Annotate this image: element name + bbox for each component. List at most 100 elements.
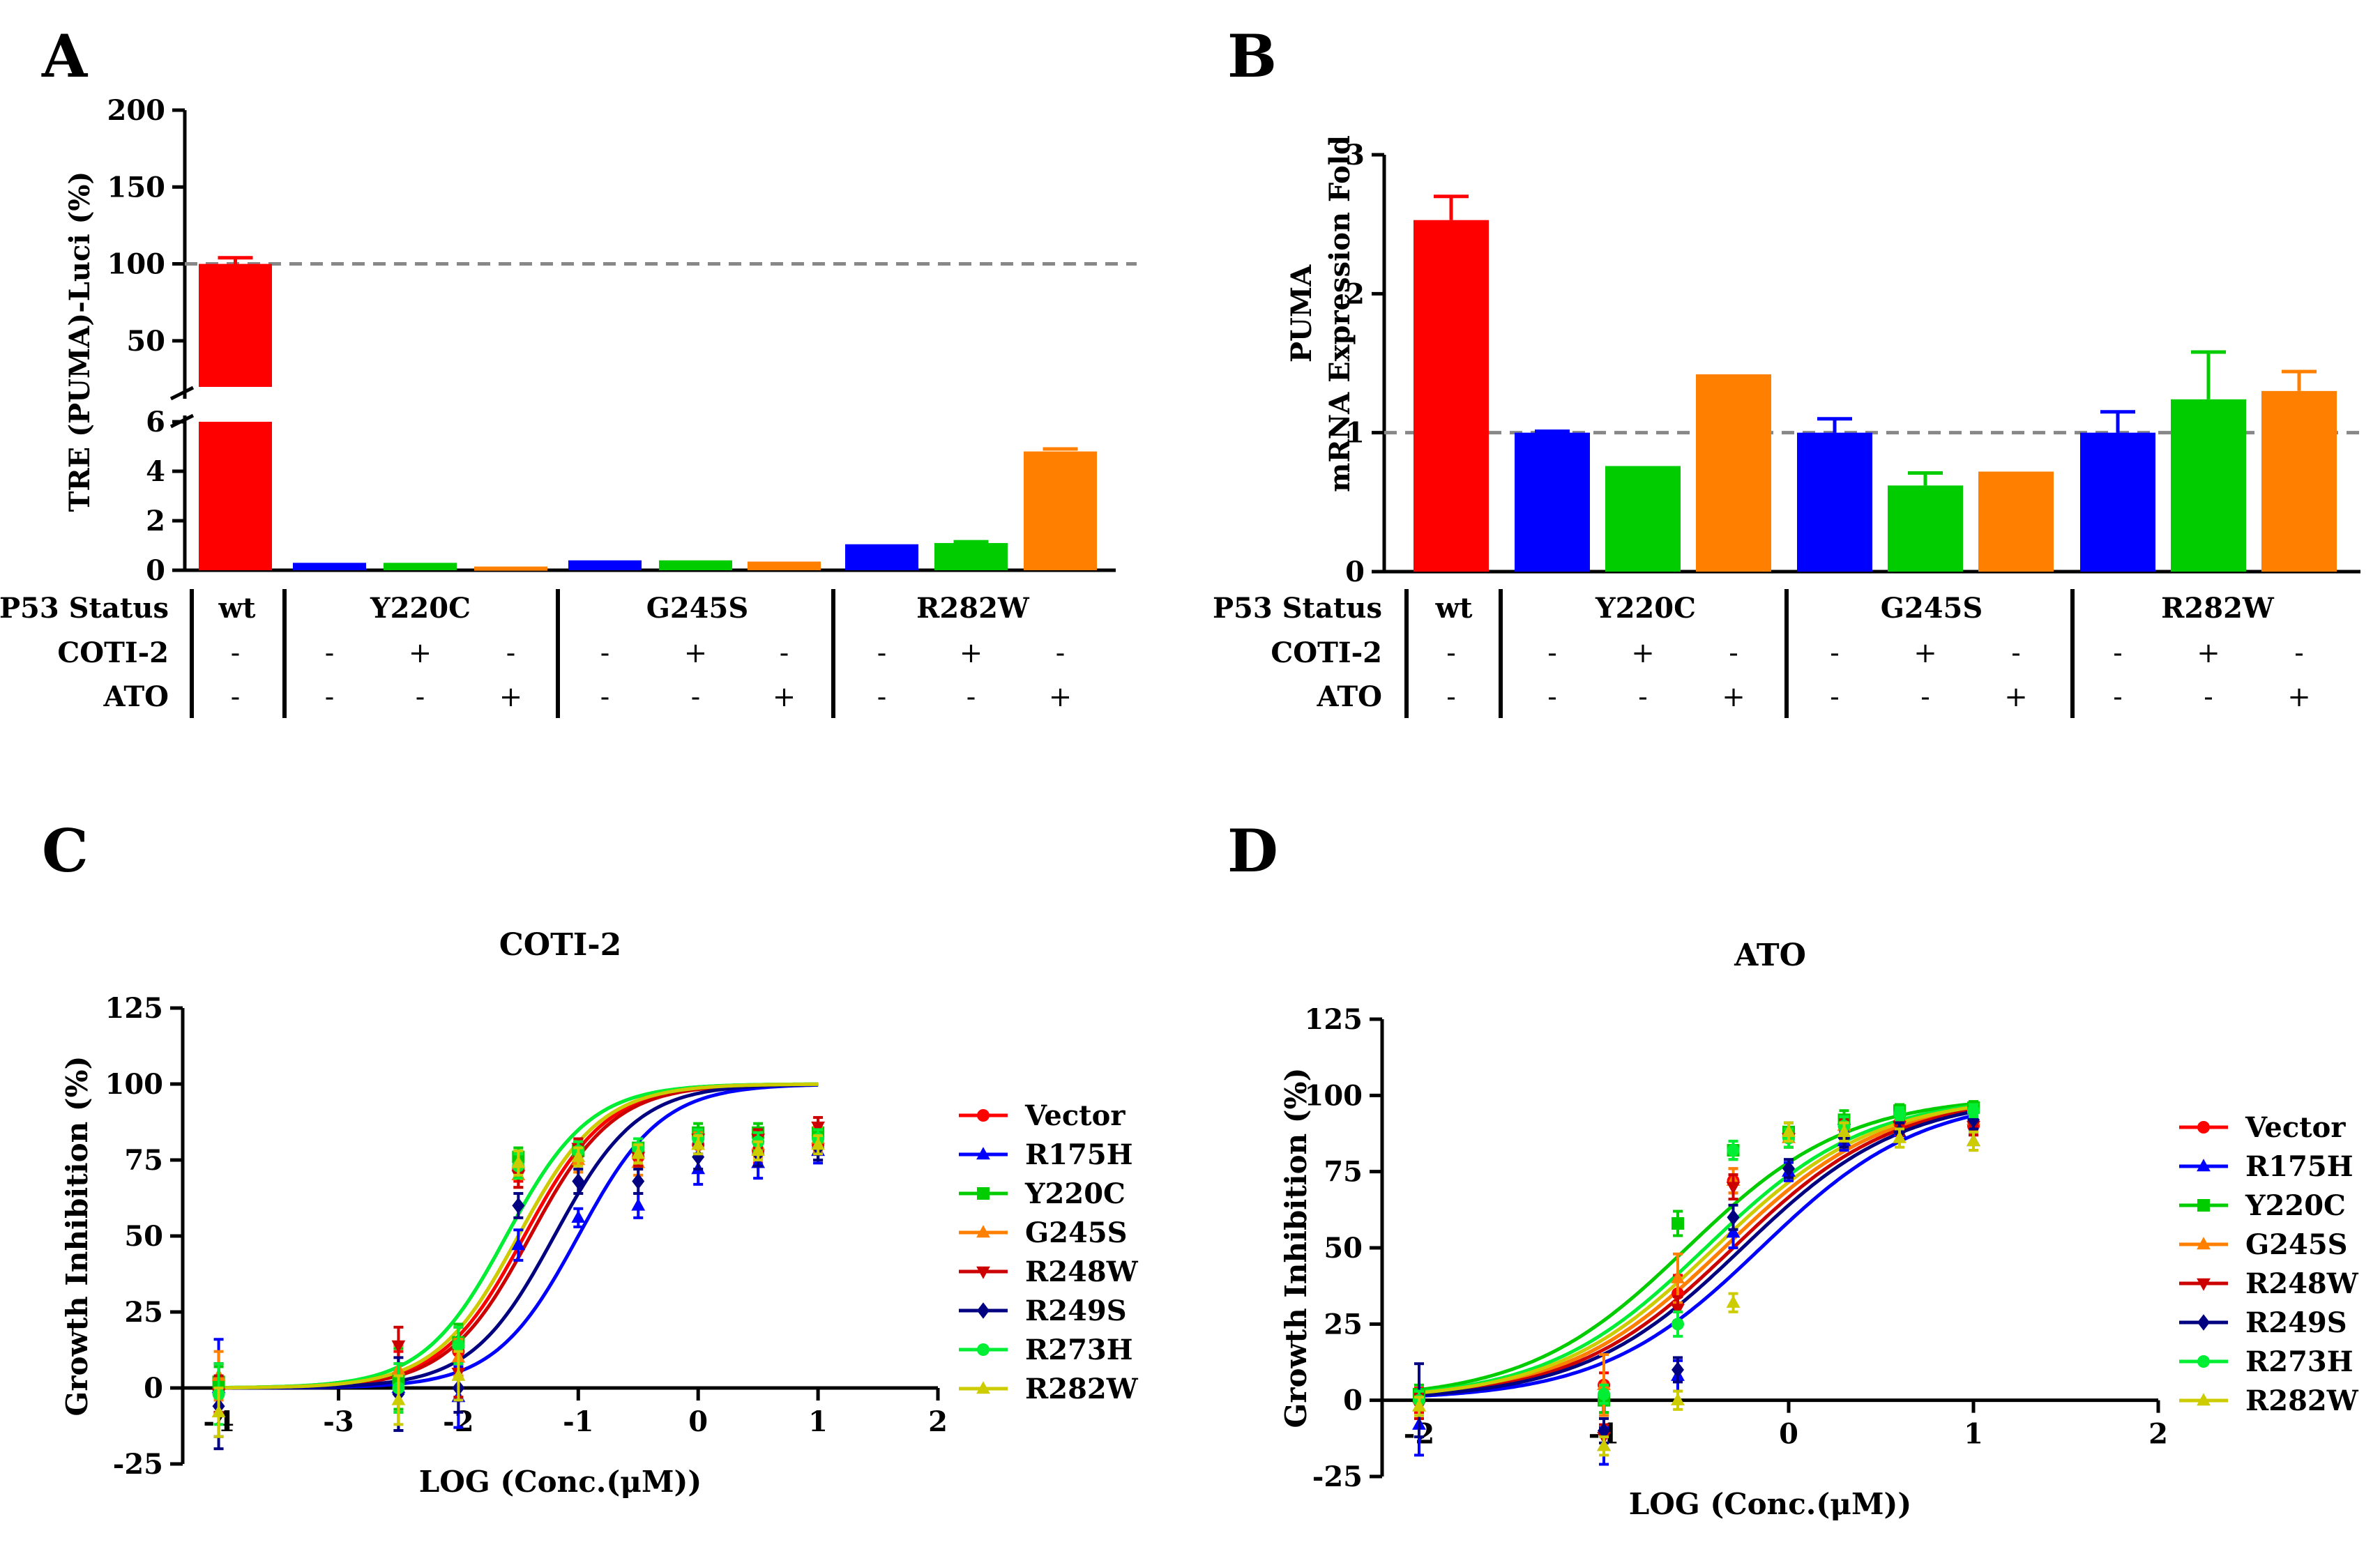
- data-point: [1893, 1130, 1907, 1143]
- y-tick-label: 0: [1343, 1384, 1363, 1417]
- data-point: [511, 1237, 526, 1251]
- data-point: [451, 1368, 466, 1381]
- legend-marker: [2197, 1199, 2210, 1212]
- ato-sign: -: [231, 681, 241, 713]
- bar: [1515, 432, 1590, 572]
- bar: [659, 560, 732, 570]
- bar: [934, 542, 1008, 570]
- row-label: COTI-2: [57, 636, 169, 669]
- ato-sign: -: [600, 681, 610, 713]
- group-label: G245S: [1881, 592, 1983, 625]
- bar: [2080, 432, 2155, 572]
- x-tick-label: -3: [323, 1405, 354, 1438]
- data-point: [1597, 1438, 1611, 1451]
- panel-letter-C: C: [42, 816, 89, 885]
- ato-sign: +: [2287, 681, 2311, 713]
- fit-curve: [1418, 1104, 1974, 1394]
- data-point: [571, 1210, 586, 1223]
- ato-sign: -: [877, 681, 887, 713]
- bar: [1888, 485, 1963, 572]
- ato-sign: -: [1638, 681, 1648, 713]
- coti2-sign: -: [1830, 637, 1840, 669]
- coti2-sign: +: [409, 637, 432, 669]
- fit-curve: [1418, 1110, 1974, 1397]
- bar: [199, 264, 272, 387]
- data-point: [571, 1149, 586, 1162]
- fit-curve: [1418, 1106, 1974, 1396]
- legend-label: R249S: [1025, 1295, 1127, 1327]
- data-point: [1598, 1387, 1610, 1401]
- data-point: [452, 1338, 465, 1352]
- y-tick-label: 75: [124, 1144, 163, 1177]
- group-label: R282W: [916, 592, 1030, 625]
- y-tick-label: 25: [1324, 1308, 1363, 1341]
- panel-letter-D: D: [1227, 816, 1278, 885]
- group-label: G245S: [646, 592, 749, 625]
- bar: [199, 422, 272, 570]
- ato-sign: +: [773, 681, 796, 713]
- x-tick-label: 1: [1964, 1418, 1983, 1451]
- fit-curve: [1418, 1105, 1974, 1395]
- legend-label: R175H: [1025, 1138, 1133, 1171]
- coti2-sign: +: [1631, 637, 1655, 669]
- fit-curve: [1418, 1113, 1974, 1398]
- y-tick-label: 4: [146, 455, 165, 488]
- data-point: [572, 1173, 585, 1190]
- bar: [293, 563, 366, 570]
- coti2-sign: +: [960, 637, 983, 669]
- data-point: [512, 1197, 525, 1214]
- data-point: [1726, 1295, 1741, 1308]
- row-label: P53 Status: [1213, 592, 1382, 625]
- ato-sign: -: [325, 681, 335, 713]
- legend-marker: [977, 1343, 990, 1356]
- legend-marker: [2197, 1314, 2210, 1331]
- legend-marker: [976, 1225, 990, 1238]
- ato-sign: -: [967, 681, 976, 713]
- row-label: ATO: [103, 680, 169, 713]
- legend-label: Y220C: [1024, 1177, 1125, 1210]
- y-tick-label: 3: [1345, 139, 1365, 171]
- data-point: [391, 1392, 406, 1405]
- y-tick-label: 125: [105, 992, 164, 1025]
- coti2-sign: -: [1056, 637, 1066, 669]
- legend-label: R282W: [2245, 1384, 2359, 1417]
- coti2-sign: -: [600, 637, 610, 669]
- fit-curve: [1418, 1101, 1974, 1392]
- panel-letter-A: A: [41, 22, 89, 91]
- y-tick-label: 0: [146, 554, 165, 587]
- data-point: [1412, 1398, 1426, 1412]
- y-tick-label: 125: [1305, 1003, 1363, 1036]
- chart-title: ATO: [1734, 938, 1806, 973]
- y-tick-label: 0: [144, 1372, 163, 1405]
- coti2-sign: -: [1729, 637, 1738, 669]
- bar: [384, 563, 457, 570]
- x-tick-label: 0: [688, 1405, 708, 1438]
- y-tick-label: 2: [146, 505, 165, 537]
- y-tick-label: 2: [1345, 277, 1365, 310]
- y-tick-label: 150: [107, 171, 166, 204]
- y-axis-label: Growth Inhibition (%): [1279, 1068, 1313, 1428]
- legend-marker: [977, 1109, 990, 1122]
- data-point: [691, 1137, 706, 1150]
- ato-sign: -: [1547, 681, 1557, 713]
- data-point: [1837, 1124, 1851, 1138]
- coti2-sign: -: [1446, 637, 1456, 669]
- data-point: [1782, 1124, 1796, 1138]
- y-tick-label: 25: [124, 1296, 163, 1329]
- data-point: [1727, 1209, 1740, 1226]
- y-tick-label: 6: [146, 406, 165, 438]
- bar: [1413, 220, 1489, 572]
- ato-sign: -: [416, 681, 425, 713]
- data-point: [1672, 1318, 1684, 1331]
- legend-marker: [977, 1302, 990, 1319]
- y-tick-label: 50: [126, 325, 165, 358]
- row-label: P53 Status: [0, 592, 169, 625]
- bar: [845, 544, 918, 570]
- data-point: [1671, 1270, 1685, 1283]
- group-label: wt: [1435, 592, 1473, 625]
- y-tick-label: 75: [1324, 1156, 1363, 1189]
- legend-marker: [976, 1266, 990, 1279]
- legend-marker: [976, 1381, 990, 1394]
- y-axis-label: PUMA: [1285, 264, 1318, 363]
- chart-title: COTI-2: [499, 927, 622, 963]
